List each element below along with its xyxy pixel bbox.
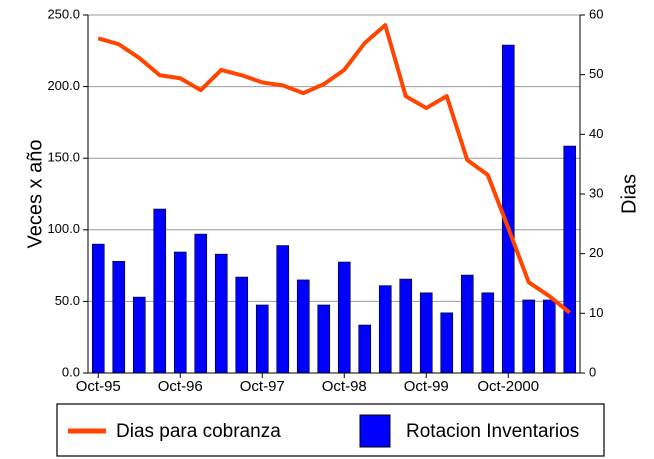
bar [358,324,372,374]
y-tick-label: 250.0 [47,6,80,21]
bar [317,304,331,374]
legend-box [56,403,605,457]
bar [440,312,454,374]
bar [214,253,228,374]
bar [522,299,536,374]
y2-tick-label: 10 [589,305,603,320]
x-tick-label: Oct-99 [404,378,449,395]
bar [460,274,474,374]
bar [501,44,515,374]
bar [296,279,310,374]
bar [276,245,290,374]
bar [235,276,249,374]
y2-tick-label: 50 [589,66,603,81]
legend-swatch [359,414,391,448]
bar [399,278,413,374]
y2-tick-label: 40 [589,126,603,141]
y-tick-label: 0.0 [62,364,80,379]
bar [194,233,208,374]
bar [419,292,433,374]
bar [378,285,392,374]
y2-tick-label: 30 [589,185,603,200]
y-tick-label: 100.0 [47,221,80,236]
bar [112,261,126,374]
x-tick-label: Oct-96 [158,378,203,395]
y-axis-title: Veces x año [24,140,46,249]
y-tick-label: 150.0 [47,150,80,165]
line [97,23,572,315]
bar [542,299,556,374]
bar [91,243,105,374]
bar [563,145,577,374]
legend-label: Dias para cobranza [116,421,281,442]
legend-label: Rotacion Inventarios [406,421,579,442]
bar [153,208,167,374]
bar [132,296,146,374]
y-tick-label: 200.0 [47,78,80,93]
bar [255,304,269,374]
y2-tick-label: 20 [589,245,603,260]
bar [481,292,495,374]
x-tick-label: Oct-97 [240,378,285,395]
bar [173,251,187,374]
y2-tick-label: 60 [589,6,603,21]
bar [337,261,351,374]
y2-axis-title: Dias [618,174,640,214]
x-tick-label: Oct-95 [76,378,121,395]
x-tick-label: Oct-98 [322,378,367,395]
y2-tick-label: 0 [589,364,596,379]
x-tick-label: Oct-2000 [477,378,539,395]
y-tick-label: 50.0 [55,293,80,308]
